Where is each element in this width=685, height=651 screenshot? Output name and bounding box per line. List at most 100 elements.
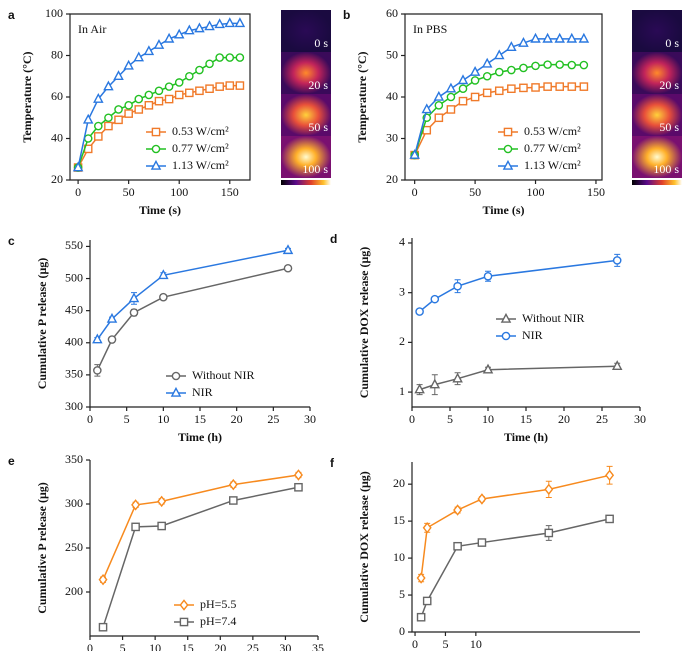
marker [157,495,167,508]
marker [434,113,444,123]
marker [544,483,554,496]
marker [234,17,246,28]
marker [470,92,480,102]
marker [83,134,93,143]
marker [215,82,224,91]
panel-label: e [8,454,15,468]
marker [446,92,456,102]
marker [229,496,238,505]
x-tick-label: 20 [231,412,243,426]
legend-label: pH=5.5 [200,597,236,611]
legend-label: 0.77 W/cm² [172,141,229,155]
marker [507,65,516,75]
annotation: In Air [78,22,106,36]
axis-frame [411,462,640,633]
thermal-image [281,52,331,94]
marker [283,263,293,273]
marker [555,60,564,69]
thermal-image [632,52,682,94]
series-line [96,249,289,340]
marker [566,32,578,43]
legend-label: NIR [522,328,543,342]
marker [482,88,492,98]
marker [94,121,103,131]
panel-label: f [330,456,335,470]
marker [205,84,214,93]
x-tick-label: 5 [442,637,448,651]
marker [173,28,185,39]
marker [416,572,426,584]
marker [195,65,204,75]
thermal-label: 100 s [302,162,328,176]
legend-label: 0.53 W/cm² [172,124,229,138]
legend-label: Without NIR [192,368,255,382]
marker [579,82,589,91]
marker [144,100,154,110]
marker [429,378,441,389]
marker [421,103,433,114]
y-axis-label: Cumulative P release (μg) [35,258,49,390]
marker [98,573,108,586]
axis-frame [69,13,251,181]
marker [131,522,140,532]
marker [144,90,154,100]
x-tick-label: 15 [520,412,532,426]
marker [554,32,565,43]
marker [506,41,517,51]
marker [531,61,540,71]
y-tick-label: 4 [399,235,405,249]
marker [477,538,487,547]
x-tick-label: 25 [247,641,259,651]
legend-marker [503,144,513,154]
thermal-label: 20 s [659,78,679,92]
y-tick-label: 3 [399,284,405,298]
panel-label: a [8,8,15,22]
legend-label: 0.53 W/cm² [524,124,581,138]
marker [134,94,144,104]
x-tick-label: 10 [482,412,494,426]
legend-marker [501,331,511,341]
legend-marker [503,127,513,137]
marker [225,81,235,90]
marker [123,59,134,70]
axis-frame [404,13,603,181]
x-tick-label: 0 [87,641,93,651]
marker [481,57,493,68]
x-tick-label: 30 [634,412,646,426]
marker [567,60,577,70]
marker [567,82,577,91]
x-axis-label: Time (s) [482,203,524,217]
marker [143,45,155,56]
y-tick-label: 5 [399,587,405,601]
series-line [96,267,289,371]
y-tick-label: 200 [65,584,83,598]
marker [225,53,235,62]
marker [104,121,113,131]
x-tick-label: 10 [149,641,161,651]
marker [415,307,424,316]
x-tick-label: 0 [87,412,93,426]
marker [453,281,462,291]
marker [494,49,505,60]
marker [163,32,175,43]
legend-marker [170,386,182,397]
marker [94,132,103,141]
marker [204,20,215,31]
x-axis-label: Time (h) [504,430,548,444]
marker [457,74,469,85]
y-tick-label: 550 [65,238,83,252]
marker [104,113,113,123]
marker [205,59,214,69]
marker [158,269,169,280]
thermal-image [632,10,682,52]
x-tick-label: 0 [409,412,415,426]
marker [477,493,487,505]
series-line [419,259,618,313]
marker [430,294,440,304]
y-tick-label: 20 [393,476,405,490]
x-tick-label: 5 [120,641,126,651]
marker [224,17,236,28]
y-tick-label: 0 [399,624,405,638]
x-tick-label: 100 [170,185,188,199]
thermal-label: 0 s [665,36,679,50]
